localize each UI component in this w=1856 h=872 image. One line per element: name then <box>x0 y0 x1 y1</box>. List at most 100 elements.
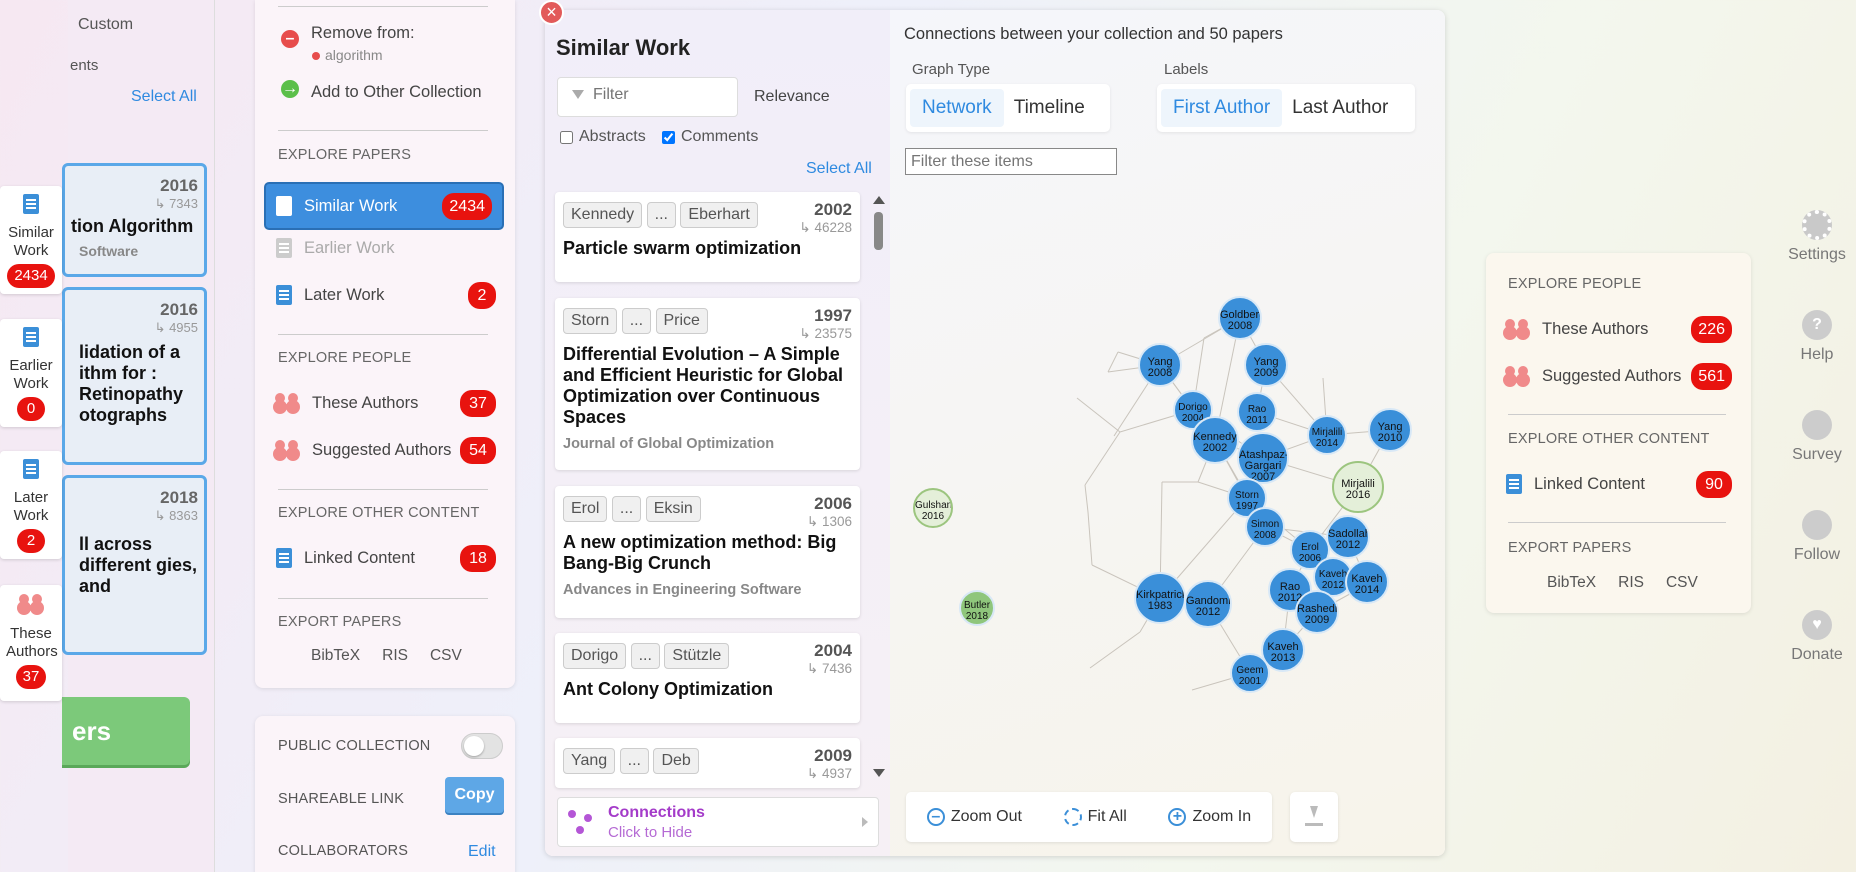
toggle-knob <box>464 736 484 756</box>
left-paper-card-2[interactable]: 2016 ↳ 4955 lidation of a ithm for : Ret… <box>62 287 207 465</box>
right-export-csv[interactable]: CSV <box>1665 574 1698 591</box>
graph-node[interactable]: Gandomi 2012 <box>1184 580 1232 628</box>
tab-these-authors[interactable]: These Authors 37 <box>0 585 62 701</box>
copy-link-button[interactable]: Copy <box>445 777 504 813</box>
donate-button[interactable]: ♥ Donate <box>1772 610 1856 664</box>
edit-collaborators-link[interactable]: Edit <box>468 843 496 860</box>
tab-similar-work[interactable]: Similar Work 2434 <box>0 186 62 294</box>
more-authors-chip[interactable]: ... <box>611 496 642 522</box>
last-author-chip[interactable]: Price <box>655 308 708 334</box>
right-these-authors-label: These Authors <box>1542 319 1649 338</box>
last-author-chip[interactable]: Eberhart <box>680 202 758 228</box>
follow-button[interactable]: Follow <box>1772 510 1856 564</box>
graph-node[interactable]: Goldberg 2008 <box>1218 296 1262 340</box>
right-nav-suggested-authors[interactable]: Suggested Authors 561 <box>1504 354 1732 398</box>
last-author-chip[interactable]: Deb <box>653 748 699 774</box>
abstracts-checkbox[interactable]: Abstracts <box>560 128 646 146</box>
more-authors-chip[interactable]: ... <box>621 308 652 334</box>
first-author-option[interactable]: First Author <box>1161 89 1283 127</box>
paper-card[interactable]: Dorigo ... Stützle 2004 ↳ 7436 Ant Colony… <box>555 633 860 723</box>
list-scrollbar[interactable] <box>872 194 885 779</box>
settings-button[interactable]: Settings <box>1772 210 1856 264</box>
left-select-all[interactable]: Select All <box>131 88 197 105</box>
nav-earlier-work[interactable]: Earlier Work <box>276 226 496 270</box>
similar-filter-field[interactable] <box>557 77 738 117</box>
paper-card[interactable]: Storn ... Price 1997 ↳ 23575 Differential… <box>555 298 860 470</box>
tab-earlier-work[interactable]: Earlier Work 0 <box>0 319 62 427</box>
graph-node[interactable]: Mirjalili 2014 <box>1307 415 1347 455</box>
remove-from-action[interactable]: – Remove from: algorithm <box>277 24 497 68</box>
comments-checkbox[interactable]: Comments <box>662 128 758 146</box>
survey-button[interactable]: Survey <box>1772 410 1856 464</box>
right-export-ris[interactable]: RIS <box>1618 574 1644 591</box>
more-authors-chip[interactable]: ... <box>619 748 649 774</box>
graph-node[interactable]: Yang 2009 <box>1244 343 1288 387</box>
first-author-chip[interactable]: Yang <box>563 748 616 774</box>
graph-node[interactable]: Yang 2008 <box>1138 343 1182 387</box>
fit-all-button[interactable]: Fit All <box>1063 808 1127 826</box>
export-csv-link[interactable]: CSV <box>429 647 462 664</box>
last-author-chip[interactable]: Stützle <box>664 643 730 669</box>
left-paper-card-3[interactable]: 2018 ↳ 8363 ll across different gies, an… <box>62 475 207 655</box>
graph-node[interactable]: Yang 2010 <box>1368 408 1412 452</box>
last-author-chip[interactable]: Eksin <box>645 496 701 522</box>
timeline-option[interactable]: Timeline <box>1013 97 1085 118</box>
graph-node[interactable]: Atashpaz-Gargari 2007 <box>1237 432 1289 484</box>
public-collection-toggle[interactable] <box>461 733 503 759</box>
nav-linked-content[interactable]: Linked Content 18 <box>276 536 496 580</box>
help-button[interactable]: ? Help <box>1772 310 1856 364</box>
nav-later-work[interactable]: Later Work 2 <box>276 273 496 317</box>
tab-later-work[interactable]: Later Work 2 <box>0 451 62 559</box>
graph-node[interactable]: Rashedi 2009 <box>1295 590 1339 634</box>
zoom-out-button[interactable]: – Zoom Out <box>926 808 1022 826</box>
graph-node[interactable]: Sadollah 2012 <box>1326 515 1370 559</box>
graph-node[interactable]: Kaveh 2013 <box>1261 628 1305 672</box>
first-author-chip[interactable]: Kennedy <box>563 202 643 228</box>
graph-node[interactable]: Kirkpatrick 1983 <box>1134 572 1186 624</box>
left-paper-card-1[interactable]: 2016 ↳ 7343 tion Algorithm Software <box>62 163 207 277</box>
export-bibtex-link[interactable]: BibTeX <box>311 647 361 664</box>
graph-node[interactable]: Gulshan 2016 <box>913 488 953 528</box>
first-author-chip[interactable]: Storn <box>563 308 618 334</box>
add-other-collection-action[interactable]: → Add to Other Collection <box>277 80 497 108</box>
graph-node[interactable]: Kennedy 2002 <box>1191 416 1239 464</box>
abstracts-check[interactable] <box>560 130 573 144</box>
nav-suggested-authors[interactable]: Suggested Authors 54 <box>274 428 496 472</box>
nav-similar-work[interactable]: Similar Work 2434 <box>264 182 504 230</box>
download-graph-button[interactable] <box>1290 792 1338 842</box>
close-button[interactable]: × <box>539 0 564 25</box>
export-ris-link[interactable]: RIS <box>382 647 408 664</box>
connections-toggle[interactable]: Connections Click to Hide <box>557 797 879 847</box>
scroll-thumb[interactable] <box>874 212 883 250</box>
right-export-bibtex[interactable]: BibTeX <box>1547 574 1597 591</box>
paper-card[interactable]: Kennedy ... Eberhart 2002 ↳ 46228 Particl… <box>555 192 860 282</box>
last-author-option[interactable]: Last Author <box>1292 97 1389 118</box>
nav-these-authors[interactable]: These Authors 37 <box>274 381 496 425</box>
sort-dropdown[interactable]: Relevance <box>754 88 830 105</box>
zoom-in-button[interactable]: + Zoom In <box>1168 808 1251 826</box>
paper-citations: ↳ 4937 <box>806 766 852 781</box>
right-nav-linked-content[interactable]: Linked Content 90 <box>1506 462 1732 506</box>
graph-node[interactable]: Mirjalili 2016 <box>1332 461 1384 513</box>
graph-node[interactable]: Simon 2008 <box>1245 507 1285 547</box>
graph-node[interactable]: Rao 2011 <box>1237 392 1277 432</box>
graph-filter-input[interactable] <box>905 148 1117 175</box>
right-suggested-authors-badge: 561 <box>1691 362 1732 390</box>
similar-select-all[interactable]: Select All <box>806 160 872 177</box>
first-author-chip[interactable]: Dorigo <box>563 643 627 669</box>
paper-card[interactable]: Yang ... Deb 2009 ↳ 4937 <box>555 738 860 788</box>
more-authors-chip[interactable]: ... <box>646 202 676 228</box>
graph-node[interactable]: Butler 2018 <box>959 590 995 626</box>
similar-filter-input[interactable] <box>593 86 723 104</box>
paper-card[interactable]: Erol ... Eksin 2006 ↳ 1306 A new optimiza… <box>555 486 860 618</box>
help-icon: ? <box>1802 310 1832 340</box>
papers-button[interactable]: ers <box>62 697 190 765</box>
more-authors-chip[interactable]: ... <box>630 643 660 669</box>
comments-check[interactable] <box>662 130 675 144</box>
graph-node[interactable]: Geem 2001 <box>1230 653 1270 693</box>
right-nav-these-authors[interactable]: These Authors 226 <box>1504 307 1732 351</box>
network-option[interactable]: Network <box>910 89 1004 127</box>
graph-node[interactable]: Kaveh 2014 <box>1345 560 1389 604</box>
first-author-chip[interactable]: Erol <box>563 496 608 522</box>
custom-label[interactable]: Custom <box>78 16 134 33</box>
